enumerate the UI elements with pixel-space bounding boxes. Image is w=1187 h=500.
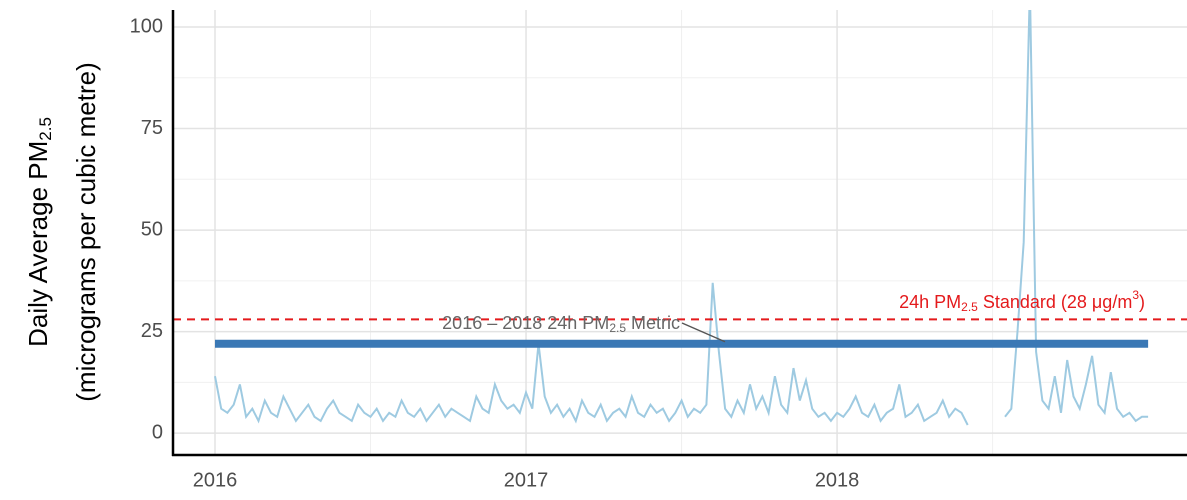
y-label-sub: 2.5 [36, 117, 55, 141]
y-tick-label: 0 [152, 421, 163, 443]
y-tick-label: 25 [141, 320, 163, 342]
metric-label: 2016 – 2018 24h PM2.5 Metric [442, 313, 680, 335]
y-axis-label: Daily Average PM2.5 [23, 117, 56, 347]
x-tick-label: 2017 [504, 469, 549, 491]
standard-label: 24h PM2.5 Standard (28 μg/m3) [899, 288, 1145, 314]
y-tick-label: 50 [141, 218, 163, 240]
leader-line [681, 322, 726, 343]
standard-label-sub: 2.5 [961, 300, 978, 314]
plot-area [214, 10, 1149, 426]
x-tick-label: 2016 [193, 469, 238, 491]
metric-label-pre: 2016 – 2018 24h PM [442, 313, 609, 333]
series-line [214, 10, 1149, 426]
standard-label-sup: 3 [1132, 288, 1139, 302]
metric-label-post: Metric [626, 313, 680, 333]
standard-label-pre: 24h PM [899, 292, 961, 312]
y-tick-label: 75 [141, 117, 163, 139]
standard-label-post: ) [1139, 292, 1145, 312]
x-tick-label: 2018 [815, 469, 860, 491]
metric-label-sub: 2.5 [609, 321, 626, 335]
y-label-main: Daily Average PM [23, 141, 53, 347]
standard-label-mid: Standard (28 μg/m [978, 292, 1132, 312]
y-axis-label-2: (micrograms per cubic metre) [71, 62, 101, 402]
y-tick-label: 100 [130, 15, 163, 37]
